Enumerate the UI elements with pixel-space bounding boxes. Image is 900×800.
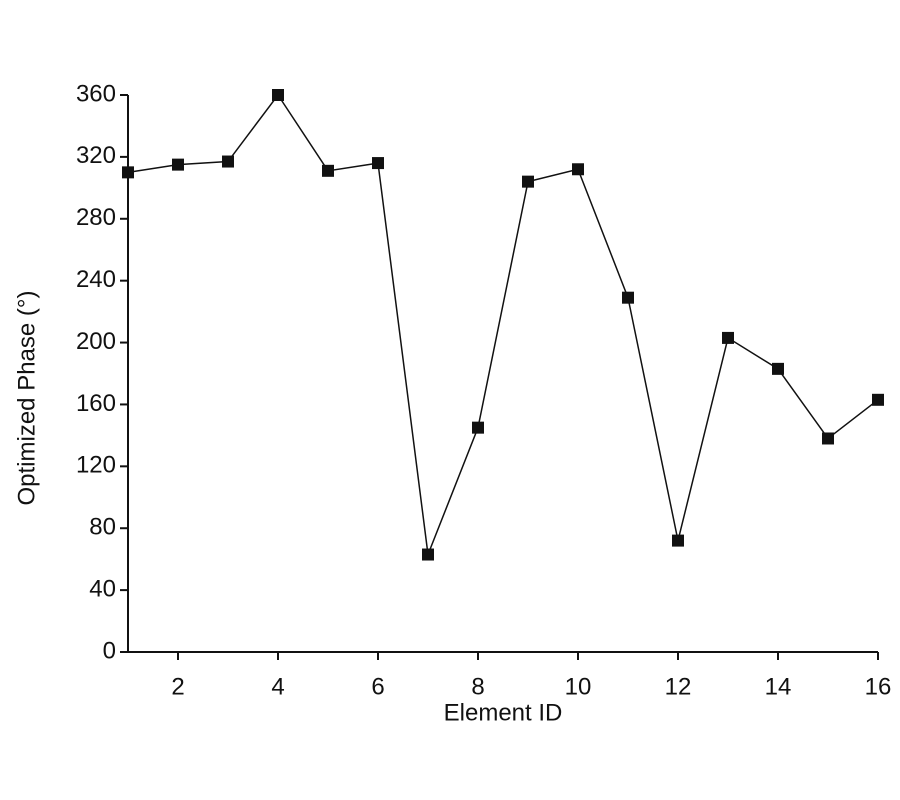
y-tick-label: 360 [76, 80, 116, 107]
data-point [222, 155, 234, 168]
x-tick-label: 16 [865, 673, 892, 700]
y-tick-label: 200 [76, 328, 116, 355]
y-tick-label: 160 [76, 390, 116, 417]
data-point [522, 175, 534, 188]
data-point [822, 432, 834, 445]
y-tick-label: 240 [76, 266, 116, 293]
y-tick-label: 320 [76, 142, 116, 169]
x-tick-label: 10 [565, 673, 592, 700]
data-point [572, 163, 584, 176]
data-point [722, 331, 734, 344]
y-tick-label: 120 [76, 452, 116, 479]
data-point [372, 157, 384, 170]
data-point [272, 89, 284, 101]
y-tick-label: 80 [89, 514, 116, 541]
x-axis-label: Element ID [444, 699, 563, 726]
data-point [122, 166, 134, 179]
series-line [127, 93, 879, 555]
y-tick-label: 40 [89, 575, 116, 602]
data-point [672, 534, 684, 547]
y-tick-label: 0 [103, 637, 116, 664]
data-point [622, 291, 634, 304]
y-axis-label: Optimized Phase (°) [13, 290, 40, 505]
x-tick-label: 2 [171, 673, 184, 700]
data-point [772, 362, 784, 375]
data-point [472, 421, 484, 434]
x-tick-label: 4 [271, 673, 284, 700]
x-tick-label: 14 [765, 673, 792, 700]
data-point [172, 158, 184, 171]
y-tick-label: 280 [76, 204, 116, 231]
data-point [422, 548, 434, 561]
x-tick-label: 8 [471, 673, 484, 700]
data-point [322, 164, 334, 177]
x-tick-label: 6 [371, 673, 384, 700]
x-tick-label: 12 [665, 673, 692, 700]
data-point [872, 393, 884, 406]
